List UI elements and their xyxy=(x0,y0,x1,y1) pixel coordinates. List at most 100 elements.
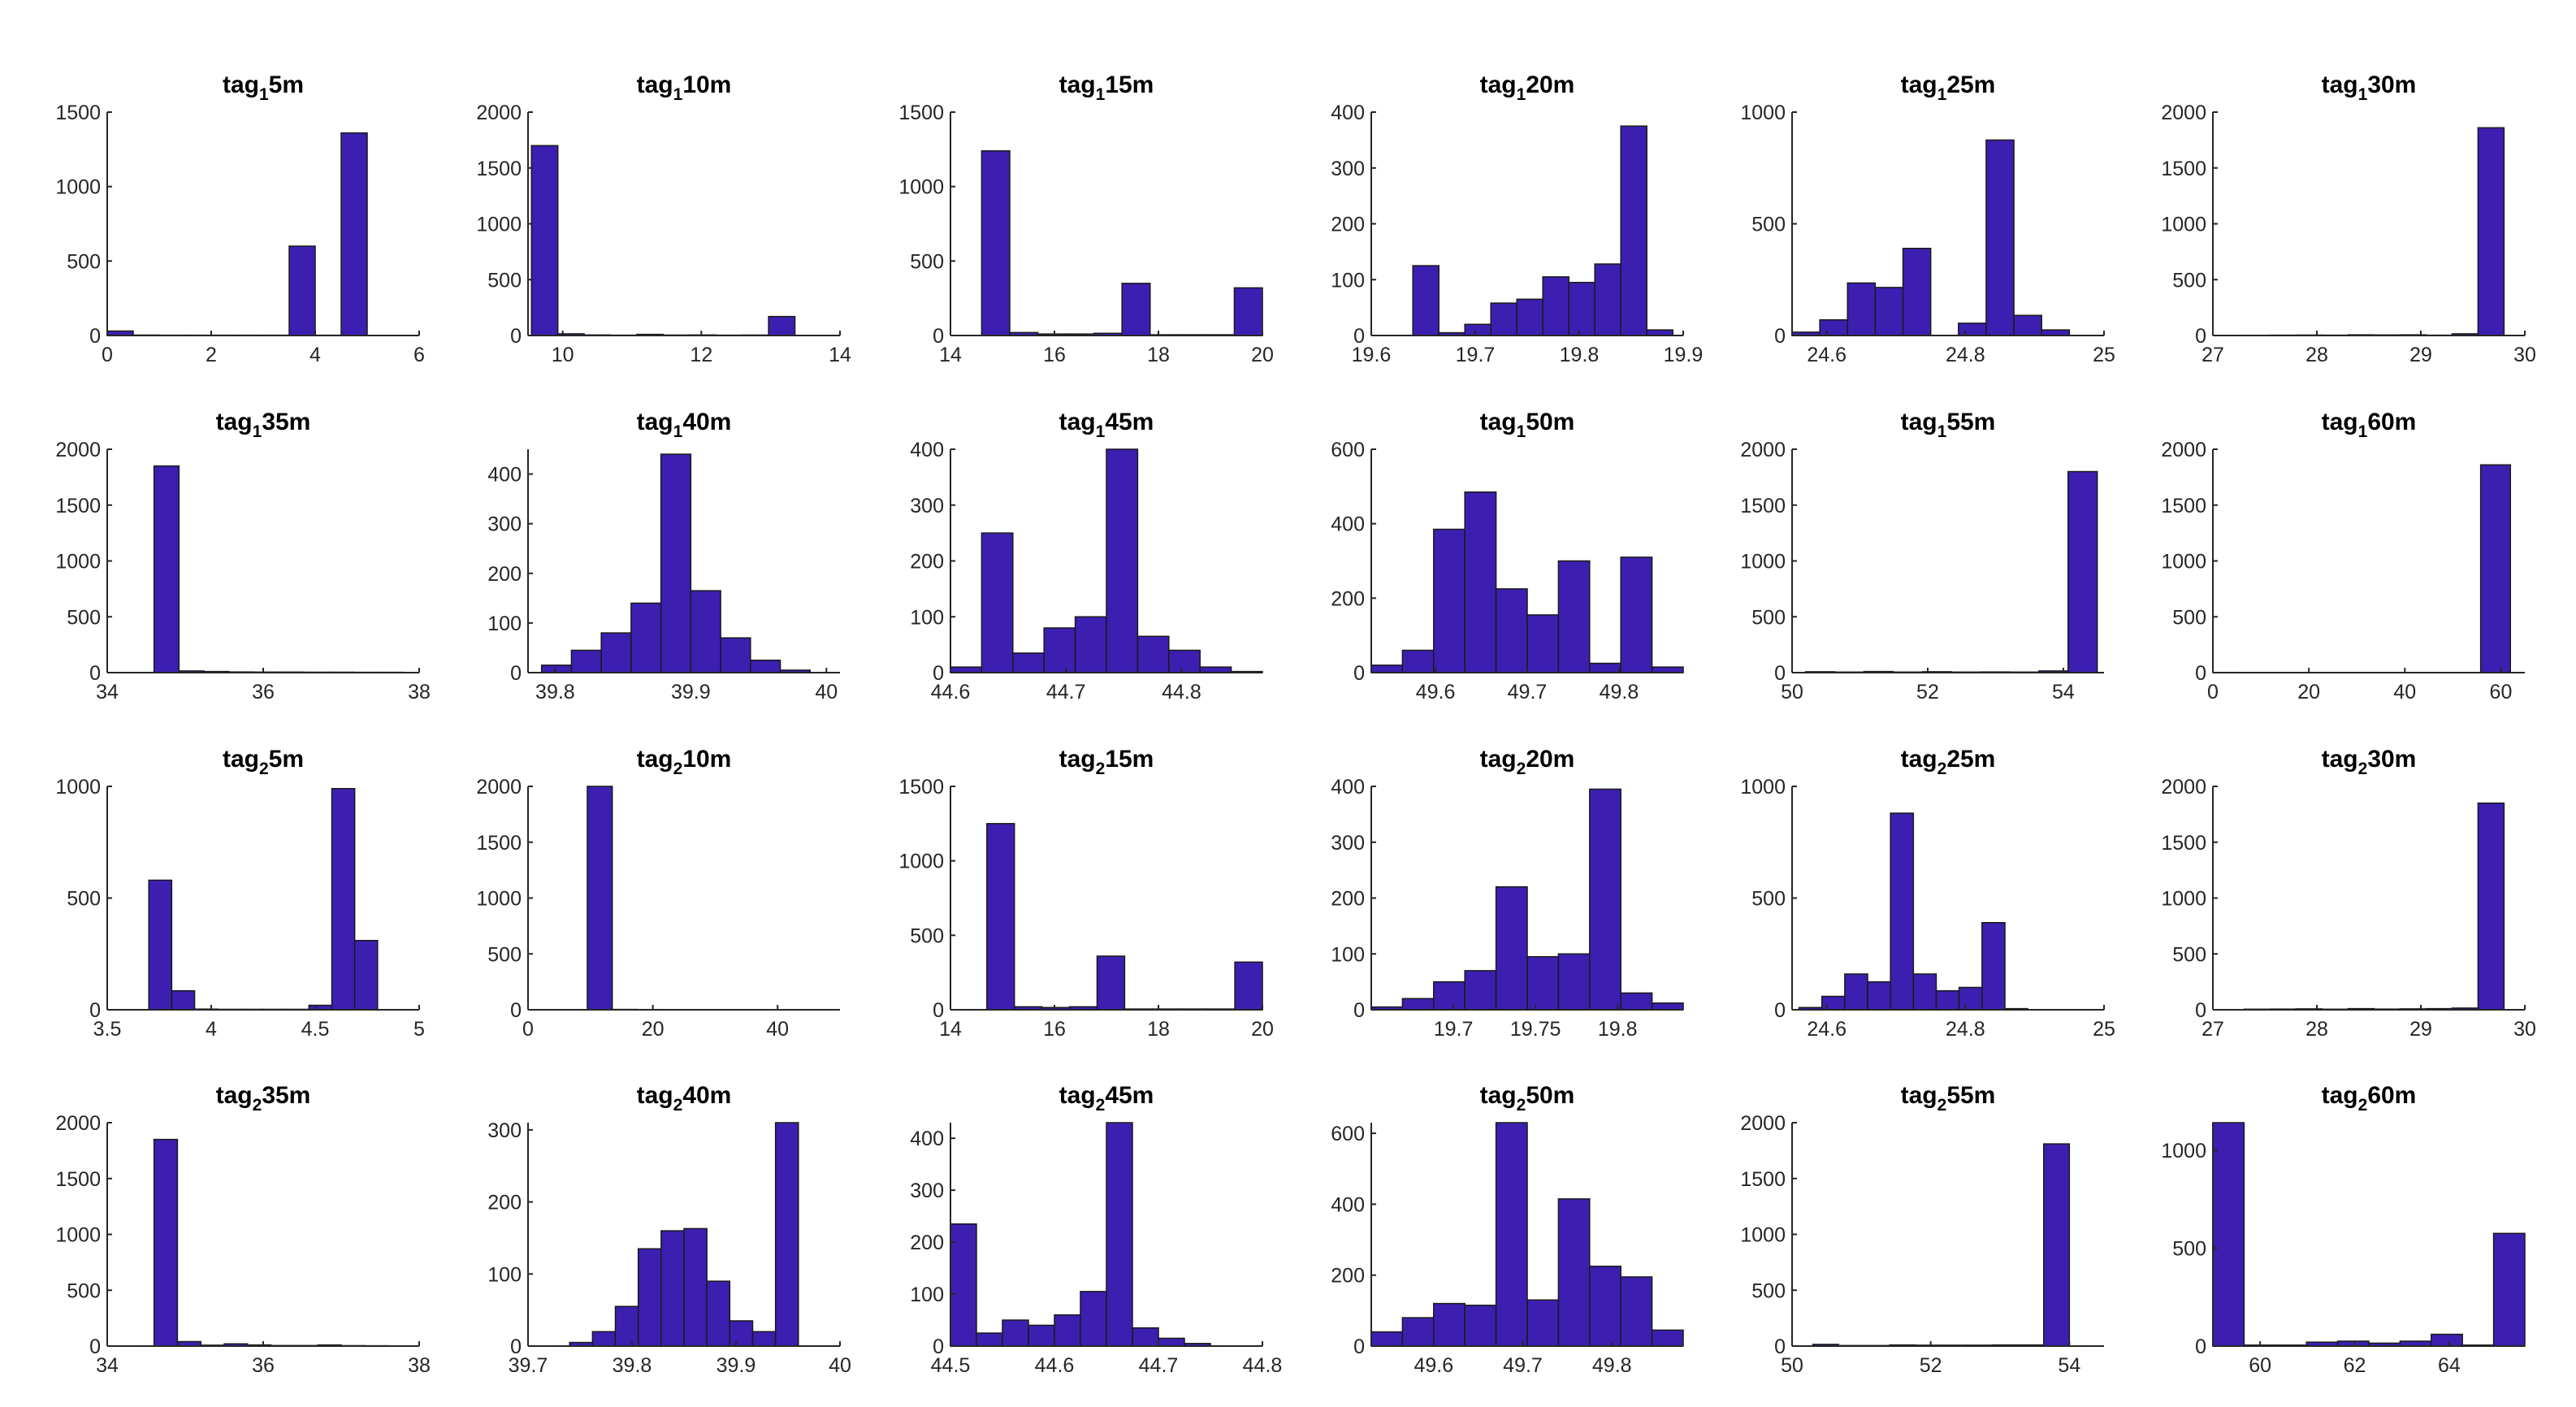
x-tick-label: 20 xyxy=(642,1018,665,1041)
y-tick-label: 400 xyxy=(1331,1193,1365,1216)
histogram-bar xyxy=(1412,265,1440,336)
y-tick-label: 0 xyxy=(510,999,522,1022)
x-tick-label: 60 xyxy=(2249,1354,2271,1377)
histogram-bar xyxy=(683,1227,708,1347)
histogram-bar xyxy=(1054,1314,1081,1347)
y-tick-label: 300 xyxy=(487,1119,522,1142)
x-tick-label: 39.9 xyxy=(671,681,711,704)
histogram-bar xyxy=(2431,1333,2463,1347)
x-tick-label: 34 xyxy=(96,1354,119,1377)
y-tick-label: 1000 xyxy=(898,851,944,873)
histogram-bar xyxy=(1012,652,1045,673)
histogram-bar xyxy=(1821,995,1846,1011)
x-tick-label: 25 xyxy=(2093,344,2115,366)
y-tick-label: 1500 xyxy=(2161,495,2206,517)
histogram-panel: 44.5 44.6 44.7 44.8 0 100 200 300 400 tag245m xyxy=(910,1082,1282,1377)
histogram-bar xyxy=(1620,992,1653,1011)
y-tick-label: 1000 xyxy=(1740,551,1786,574)
panel-title: tag210m xyxy=(637,746,732,778)
y-tick-label: 0 xyxy=(1353,999,1365,1022)
x-tick-label: 4 xyxy=(310,344,321,366)
histogram-bar xyxy=(660,1230,685,1347)
y-tick-label: 300 xyxy=(910,495,944,517)
x-tick-label: 0 xyxy=(522,1018,534,1041)
histogram-bar xyxy=(1433,981,1466,1011)
histogram-bar xyxy=(1620,556,1653,673)
x-tick-label: 19.9 xyxy=(1664,344,1704,366)
y-tick-label: 0 xyxy=(89,999,101,1022)
panel-title: tag250m xyxy=(1480,1082,1575,1115)
histogram-bar xyxy=(774,1122,799,1347)
x-tick-label: 14 xyxy=(939,344,962,366)
y-tick-label: 0 xyxy=(1774,662,1786,685)
x-tick-label: 50 xyxy=(1781,681,1803,704)
histogram-bar xyxy=(1028,1324,1055,1347)
histogram-bar xyxy=(1080,1291,1107,1347)
histogram-bar xyxy=(1136,635,1170,673)
histogram-panel: 24.6 24.8 25 0 500 1000 tag225m xyxy=(1740,746,2115,1041)
histogram-bar xyxy=(1516,298,1543,336)
y-tick-label: 2000 xyxy=(55,1112,101,1135)
y-tick-label: 1500 xyxy=(55,102,101,124)
y-tick-label: 400 xyxy=(1331,513,1365,536)
y-tick-label: 1000 xyxy=(2161,214,2206,236)
histogram-panel: 34 36 38 0 500 1000 1500 2000 tag235m xyxy=(55,1082,431,1377)
histogram-bar xyxy=(1464,491,1497,673)
x-tick-label: 52 xyxy=(1916,681,1939,704)
x-tick-label: 29 xyxy=(2409,1018,2432,1041)
x-tick-label: 44.6 xyxy=(1035,1354,1075,1377)
histogram-bar xyxy=(1589,1266,1621,1347)
y-tick-label: 1000 xyxy=(476,888,522,911)
histogram-bar xyxy=(981,149,1011,336)
y-tick-label: 0 xyxy=(1353,325,1365,348)
histogram-bar xyxy=(1401,998,1435,1011)
histogram-panel: 3.5 4 4.5 5 0 500 1000 tag25m xyxy=(55,746,425,1041)
x-tick-label: 49.7 xyxy=(1508,681,1548,704)
x-tick-label: 44.8 xyxy=(1243,1354,1283,1377)
y-tick-label: 1500 xyxy=(1740,1168,1786,1191)
x-tick-label: 30 xyxy=(2513,344,2536,366)
histogram-bar xyxy=(1233,287,1263,336)
histogram-bar xyxy=(1401,649,1435,673)
x-tick-label: 50 xyxy=(1781,1354,1803,1377)
histogram-bar xyxy=(981,532,1014,673)
histogram-bar xyxy=(1568,281,1595,336)
y-tick-label: 600 xyxy=(1331,1123,1365,1145)
histogram-bar xyxy=(1594,263,1621,336)
y-tick-label: 100 xyxy=(1331,269,1365,292)
x-tick-label: 10 xyxy=(552,344,574,366)
histogram-bar xyxy=(1106,1122,1133,1347)
histogram-panel: 27 28 29 30 0 500 1000 1500 2000 tag130m xyxy=(2161,71,2536,366)
histogram-bar xyxy=(530,145,559,336)
y-tick-label: 100 xyxy=(487,1263,522,1286)
y-tick-label: 400 xyxy=(1331,776,1365,799)
x-tick-label: 20 xyxy=(1251,1018,1274,1041)
histogram-bar xyxy=(1433,1302,1466,1347)
y-tick-label: 500 xyxy=(67,250,101,273)
y-tick-label: 500 xyxy=(910,250,944,273)
histogram-bar xyxy=(1433,528,1466,673)
y-tick-label: 1500 xyxy=(55,495,101,517)
histogram-bar xyxy=(288,245,316,336)
histogram-bar xyxy=(1495,886,1528,1011)
panel-title: tag145m xyxy=(1059,409,1154,441)
histogram-bar xyxy=(2041,329,2071,336)
histogram-bar xyxy=(1526,1299,1560,1347)
histogram-bar xyxy=(1495,1122,1528,1347)
y-tick-label: 0 xyxy=(510,1336,522,1358)
panel-title: tag130m xyxy=(2322,71,2417,104)
histogram-bar xyxy=(1981,922,2006,1011)
x-tick-label: 24.8 xyxy=(1946,344,1985,366)
y-tick-label: 0 xyxy=(89,1336,101,1358)
histogram-bar xyxy=(1985,139,2015,336)
x-tick-label: 3.5 xyxy=(93,1018,122,1041)
x-tick-label: 0 xyxy=(2207,681,2219,704)
histogram-panel: 19.6 19.7 19.8 19.9 0 100 200 300 400 tag120m xyxy=(1331,71,1703,366)
histogram-panel: 49.6 49.7 49.8 0 200 400 600 tag150m xyxy=(1331,409,1684,704)
y-tick-label: 1000 xyxy=(2161,1140,2206,1162)
histogram-bar xyxy=(750,659,781,673)
histogram-bar xyxy=(1168,649,1201,673)
x-tick-label: 5 xyxy=(413,1018,425,1041)
